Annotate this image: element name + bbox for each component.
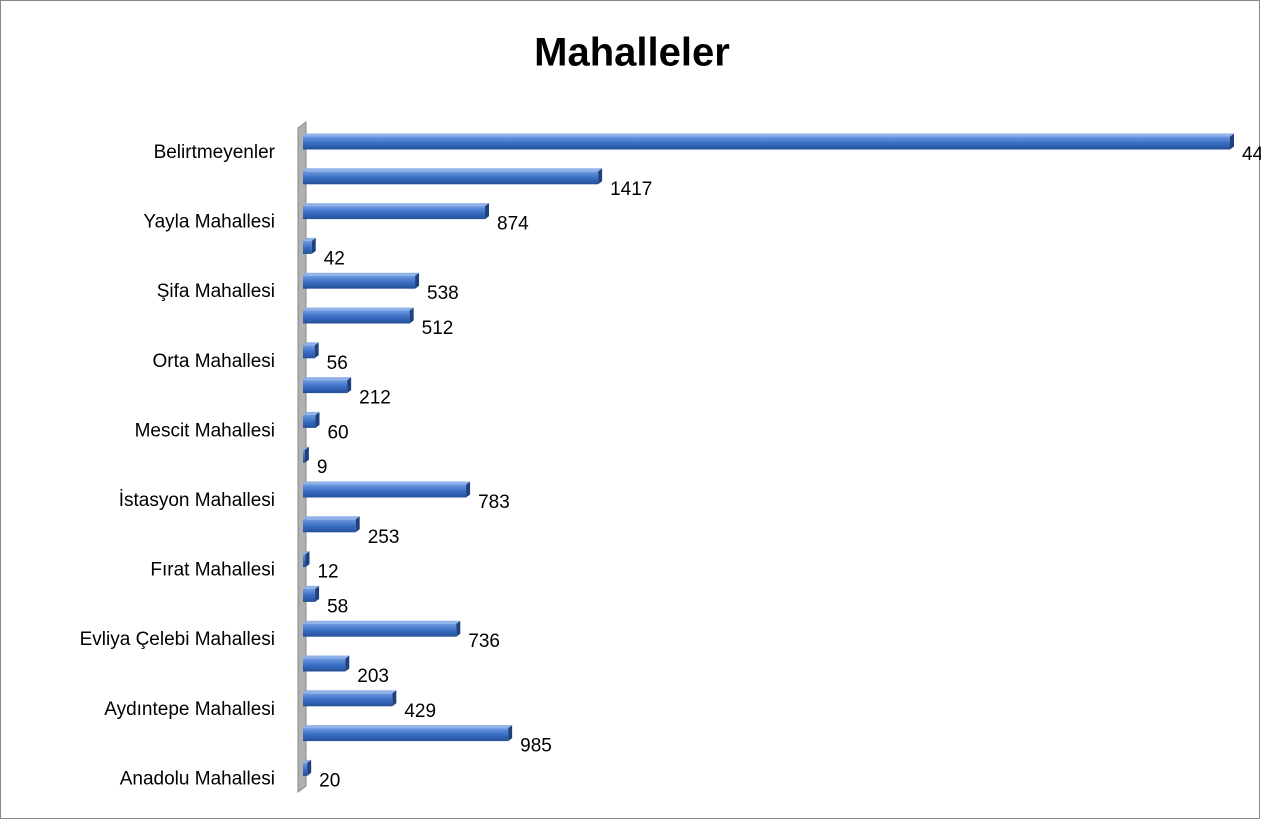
bar (303, 551, 310, 568)
y-tick-label: Aydıntepe Mahallesi (104, 699, 275, 720)
bar (303, 203, 490, 220)
data-label: 12 (317, 562, 338, 583)
data-label: 58 (327, 596, 348, 617)
data-label: 4451 (1242, 144, 1261, 165)
bar (303, 272, 420, 289)
data-label: 985 (520, 736, 552, 757)
bar (303, 516, 360, 533)
data-label: 783 (478, 492, 510, 513)
data-label: 42 (324, 248, 345, 269)
bar (303, 133, 1234, 150)
bar (303, 759, 312, 776)
data-label: 60 (327, 422, 348, 443)
bar (303, 585, 320, 602)
bar (303, 237, 316, 254)
data-label: 203 (357, 666, 389, 687)
data-label: 253 (368, 527, 400, 548)
y-tick-label: Orta Mahallesi (153, 351, 276, 372)
data-label: 20 (319, 770, 340, 791)
bar (303, 690, 397, 707)
data-label: 429 (404, 701, 436, 722)
bar (303, 377, 352, 394)
y-tick-label: Mescit Mahallesi (135, 420, 275, 441)
y-tick-label: Fırat Mahallesi (150, 560, 275, 581)
bar (303, 655, 350, 672)
data-label: 736 (468, 631, 500, 652)
bar (303, 342, 319, 359)
y-tick-label: Şifa Mahallesi (157, 281, 275, 302)
y-tick-label: Anadolu Mahallesi (120, 768, 275, 789)
bar (303, 620, 461, 637)
y-tick-label: İstasyon Mahallesi (119, 490, 275, 511)
data-label: 9 (317, 457, 328, 478)
data-label: 212 (359, 388, 391, 409)
data-label: 538 (427, 283, 459, 304)
bar (303, 725, 513, 742)
chart-title: Mahalleler (534, 31, 730, 75)
data-label: 1417 (610, 179, 652, 200)
y-tick-label: Yayla Mahallesi (143, 212, 275, 233)
y-tick-label: Belirtmeyenler (154, 142, 276, 163)
bar (303, 446, 309, 463)
bar (303, 307, 414, 324)
data-label: 874 (497, 214, 529, 235)
y-tick-label: Evliya Çelebi Mahallesi (80, 629, 275, 650)
data-label: 512 (422, 318, 454, 339)
bar (303, 411, 320, 428)
data-label: 56 (327, 353, 348, 374)
bar (303, 168, 603, 185)
bar (303, 481, 471, 498)
